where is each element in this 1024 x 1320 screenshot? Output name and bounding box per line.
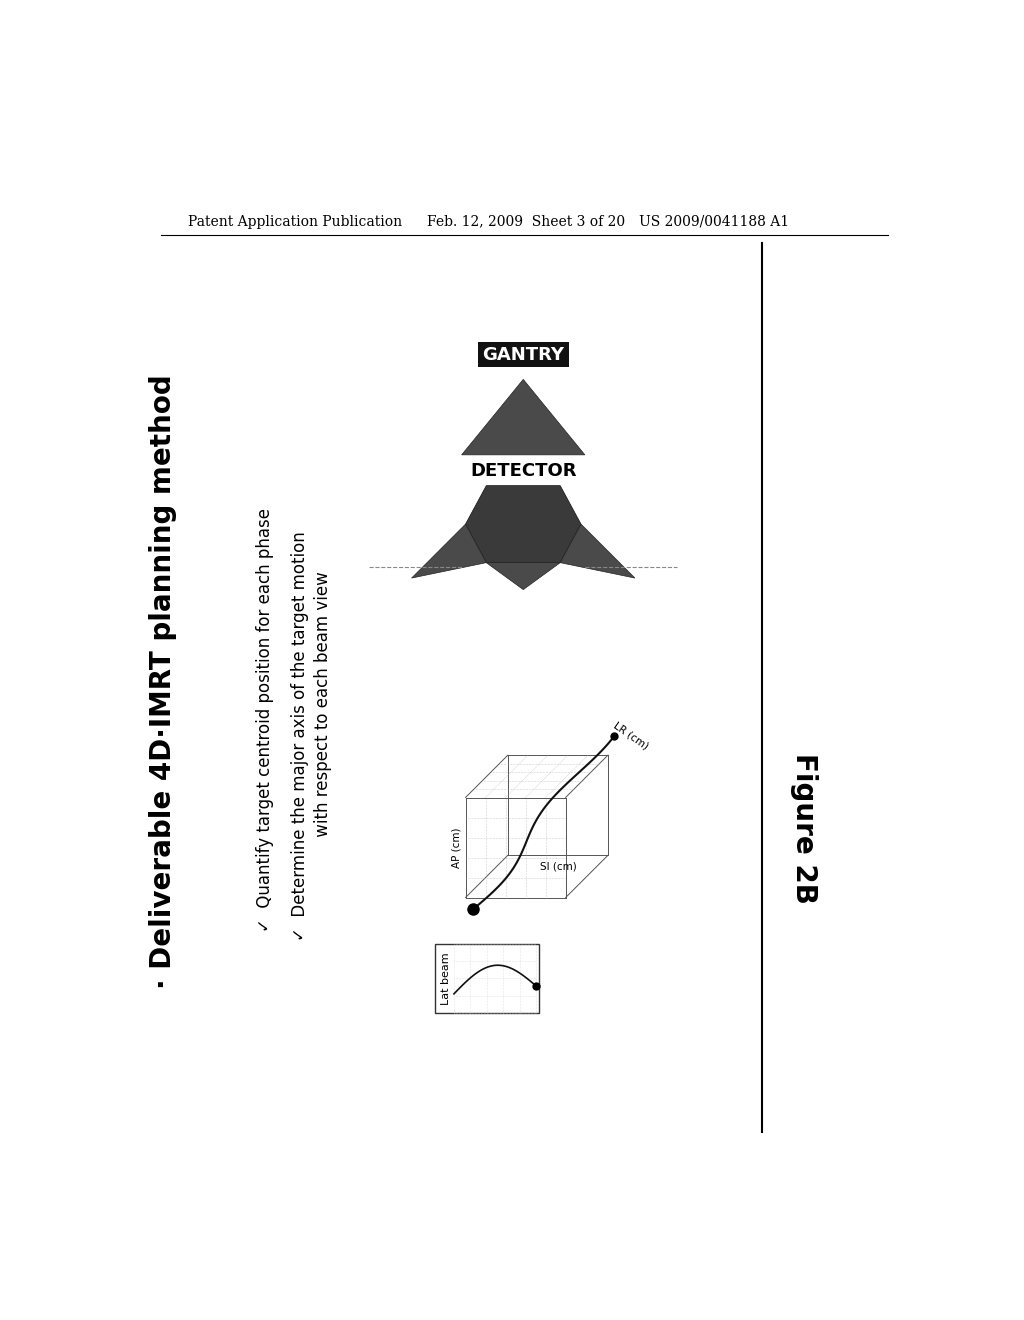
Text: Lat beam: Lat beam [441, 952, 452, 1005]
Text: SI (cm): SI (cm) [540, 862, 577, 871]
FancyBboxPatch shape [478, 342, 568, 367]
Text: AP (cm): AP (cm) [452, 828, 462, 867]
Polygon shape [486, 562, 560, 590]
Text: · Deliverable 4D·IMRT planning method: · Deliverable 4D·IMRT planning method [148, 375, 177, 990]
Polygon shape [412, 524, 486, 578]
Text: US 2009/0041188 A1: US 2009/0041188 A1 [639, 215, 788, 228]
Polygon shape [560, 524, 635, 578]
FancyBboxPatch shape [435, 944, 539, 1014]
Text: ✓  Determine the major axis of the target motion: ✓ Determine the major axis of the target… [291, 531, 309, 941]
Text: GANTRY: GANTRY [482, 346, 564, 364]
Text: Patent Application Publication: Patent Application Publication [188, 215, 402, 228]
Text: LR (cm): LR (cm) [611, 721, 650, 751]
Text: Figure 2B: Figure 2B [791, 752, 818, 904]
Text: with respect to each beam view: with respect to each beam view [314, 570, 332, 862]
Text: ✓  Quantify target centroid position for each phase: ✓ Quantify target centroid position for … [256, 508, 274, 932]
Text: Feb. 12, 2009  Sheet 3 of 20: Feb. 12, 2009 Sheet 3 of 20 [427, 215, 625, 228]
Text: DETECTOR: DETECTOR [470, 462, 577, 480]
Polygon shape [462, 379, 585, 455]
Polygon shape [466, 486, 581, 562]
